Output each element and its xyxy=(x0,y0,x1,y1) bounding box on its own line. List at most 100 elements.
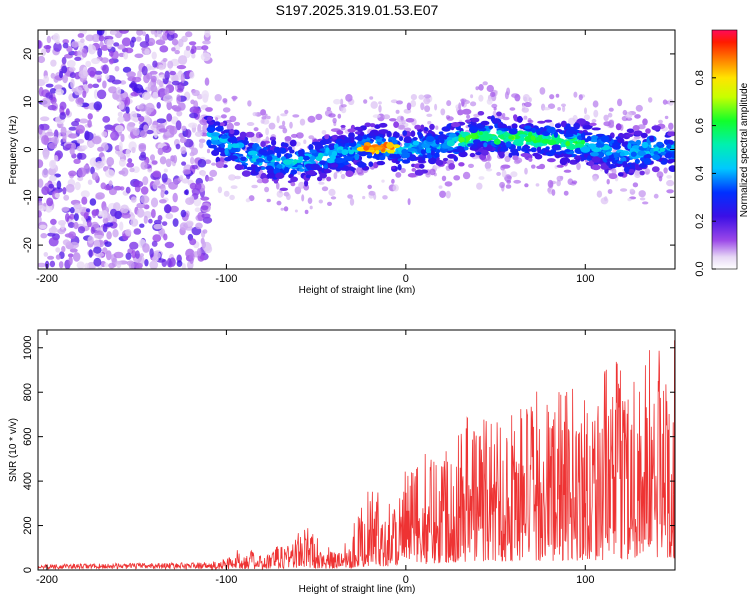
heatmap-cell xyxy=(590,152,599,157)
heatmap-cell xyxy=(114,65,120,72)
heatmap-cell xyxy=(417,159,425,163)
heatmap-cell xyxy=(395,109,400,114)
heatmap-cell xyxy=(136,208,145,218)
heatmap-cell xyxy=(357,162,367,168)
heatmap-cell xyxy=(667,158,675,163)
heatmap-cell xyxy=(226,122,234,131)
heatmap-cell xyxy=(89,198,97,206)
heatmap-cell xyxy=(537,120,546,124)
heatmap-cell xyxy=(576,118,586,125)
heatmap-cell xyxy=(531,164,536,169)
heatmap-cell xyxy=(150,197,159,208)
heatmap-cell xyxy=(641,141,649,149)
heatmap-cell xyxy=(284,109,289,114)
heatmap-cell xyxy=(591,118,597,123)
heatmap-cell xyxy=(98,35,105,42)
heatmap-cell xyxy=(616,160,624,164)
heatmap-cell xyxy=(378,122,388,128)
heatmap-cell xyxy=(254,166,261,172)
heatmap-cell xyxy=(200,52,211,62)
heatmap-cell xyxy=(247,150,258,156)
heatmap-cell xyxy=(56,180,62,190)
heatmap-cell xyxy=(145,129,154,135)
heatmap-cell xyxy=(369,96,374,100)
heatmap-cell xyxy=(470,101,477,107)
heatmap-cell xyxy=(572,114,578,123)
heatmap-cell xyxy=(191,45,197,54)
heatmap-cell xyxy=(554,123,562,129)
heatmap-cell xyxy=(76,261,85,269)
heatmap-cell xyxy=(226,157,233,161)
heatmap-cell xyxy=(353,126,362,131)
heatmap-cell xyxy=(363,145,369,151)
heatmap-cell xyxy=(255,158,265,163)
heatmap-cell xyxy=(77,226,86,234)
heatmap-cell xyxy=(587,143,597,148)
heatmap-cell xyxy=(528,157,533,162)
heatmap-cell xyxy=(261,177,269,184)
heatmap-cell xyxy=(119,186,125,191)
heatmap-cell xyxy=(194,131,203,138)
heatmap-cell xyxy=(632,182,639,188)
heatmap-cell xyxy=(69,241,79,249)
heatmap-cell xyxy=(401,153,410,159)
heatmap-cell xyxy=(562,105,566,112)
heatmap-cell xyxy=(402,159,411,164)
heatmap-cell xyxy=(532,152,540,157)
heatmap-cell xyxy=(150,30,156,35)
heatmap-cell xyxy=(105,74,110,80)
heatmap-cell xyxy=(499,181,505,189)
heatmap-cell xyxy=(71,41,79,48)
heatmap-cell xyxy=(119,221,124,231)
heatmap-cell xyxy=(241,170,251,177)
heatmap-cell xyxy=(280,207,284,211)
heatmap-cell xyxy=(527,119,534,124)
heatmap-cell xyxy=(468,163,474,168)
heatmap-cell xyxy=(86,220,92,228)
heatmap-cell xyxy=(152,170,161,178)
heatmap-cell xyxy=(478,94,484,102)
heatmap-cell xyxy=(563,133,574,138)
heatmap-cell xyxy=(197,123,202,134)
heatmap-cell xyxy=(112,229,119,238)
heatmap-cell xyxy=(600,135,610,143)
heatmap-cell xyxy=(157,147,164,156)
heatmap-cell xyxy=(469,126,478,134)
heatmap-cell xyxy=(41,97,51,108)
heatmap-cell xyxy=(163,94,173,103)
heatmap-cell xyxy=(307,169,316,176)
snr-y-axis: 0 200 400 600 800 1000 xyxy=(22,336,675,573)
heatmap-cell xyxy=(44,131,55,137)
heatmap-cell xyxy=(201,90,209,100)
heatmap-cell xyxy=(608,107,614,112)
heatmap-cell xyxy=(395,172,402,178)
heatmap-cell xyxy=(47,255,55,260)
heatmap-cell xyxy=(512,155,519,161)
heatmap-cell xyxy=(349,198,355,206)
heatmap-cell xyxy=(228,174,236,181)
heatmap-cell xyxy=(606,178,610,185)
heatmap-cell xyxy=(531,127,537,133)
heatmap-cell xyxy=(458,102,462,110)
heatmap-cell xyxy=(341,149,349,156)
heatmap-cell xyxy=(43,45,52,50)
heatmap-cell xyxy=(131,250,137,259)
heatmap-cell xyxy=(660,160,668,165)
heatmap-cell xyxy=(315,156,322,162)
heatmap-cell xyxy=(117,111,123,117)
heatmap-cell xyxy=(542,131,551,137)
heatmap-cell xyxy=(491,103,498,109)
heatmap-cell xyxy=(189,151,195,157)
heatmap-cell xyxy=(164,70,170,81)
heatmap-cell xyxy=(62,39,69,44)
heatmap-cell xyxy=(156,30,163,38)
heatmap-cell xyxy=(617,98,623,107)
heatmap-cell xyxy=(144,48,150,56)
heatmap-cell xyxy=(40,116,50,122)
heatmap-cell xyxy=(606,161,611,166)
heatmap-cell xyxy=(165,158,172,168)
heatmap-cell xyxy=(278,125,286,129)
heatmap-cell xyxy=(523,115,528,120)
heatmap-cell xyxy=(415,156,423,161)
heatmap-cell xyxy=(81,145,88,150)
